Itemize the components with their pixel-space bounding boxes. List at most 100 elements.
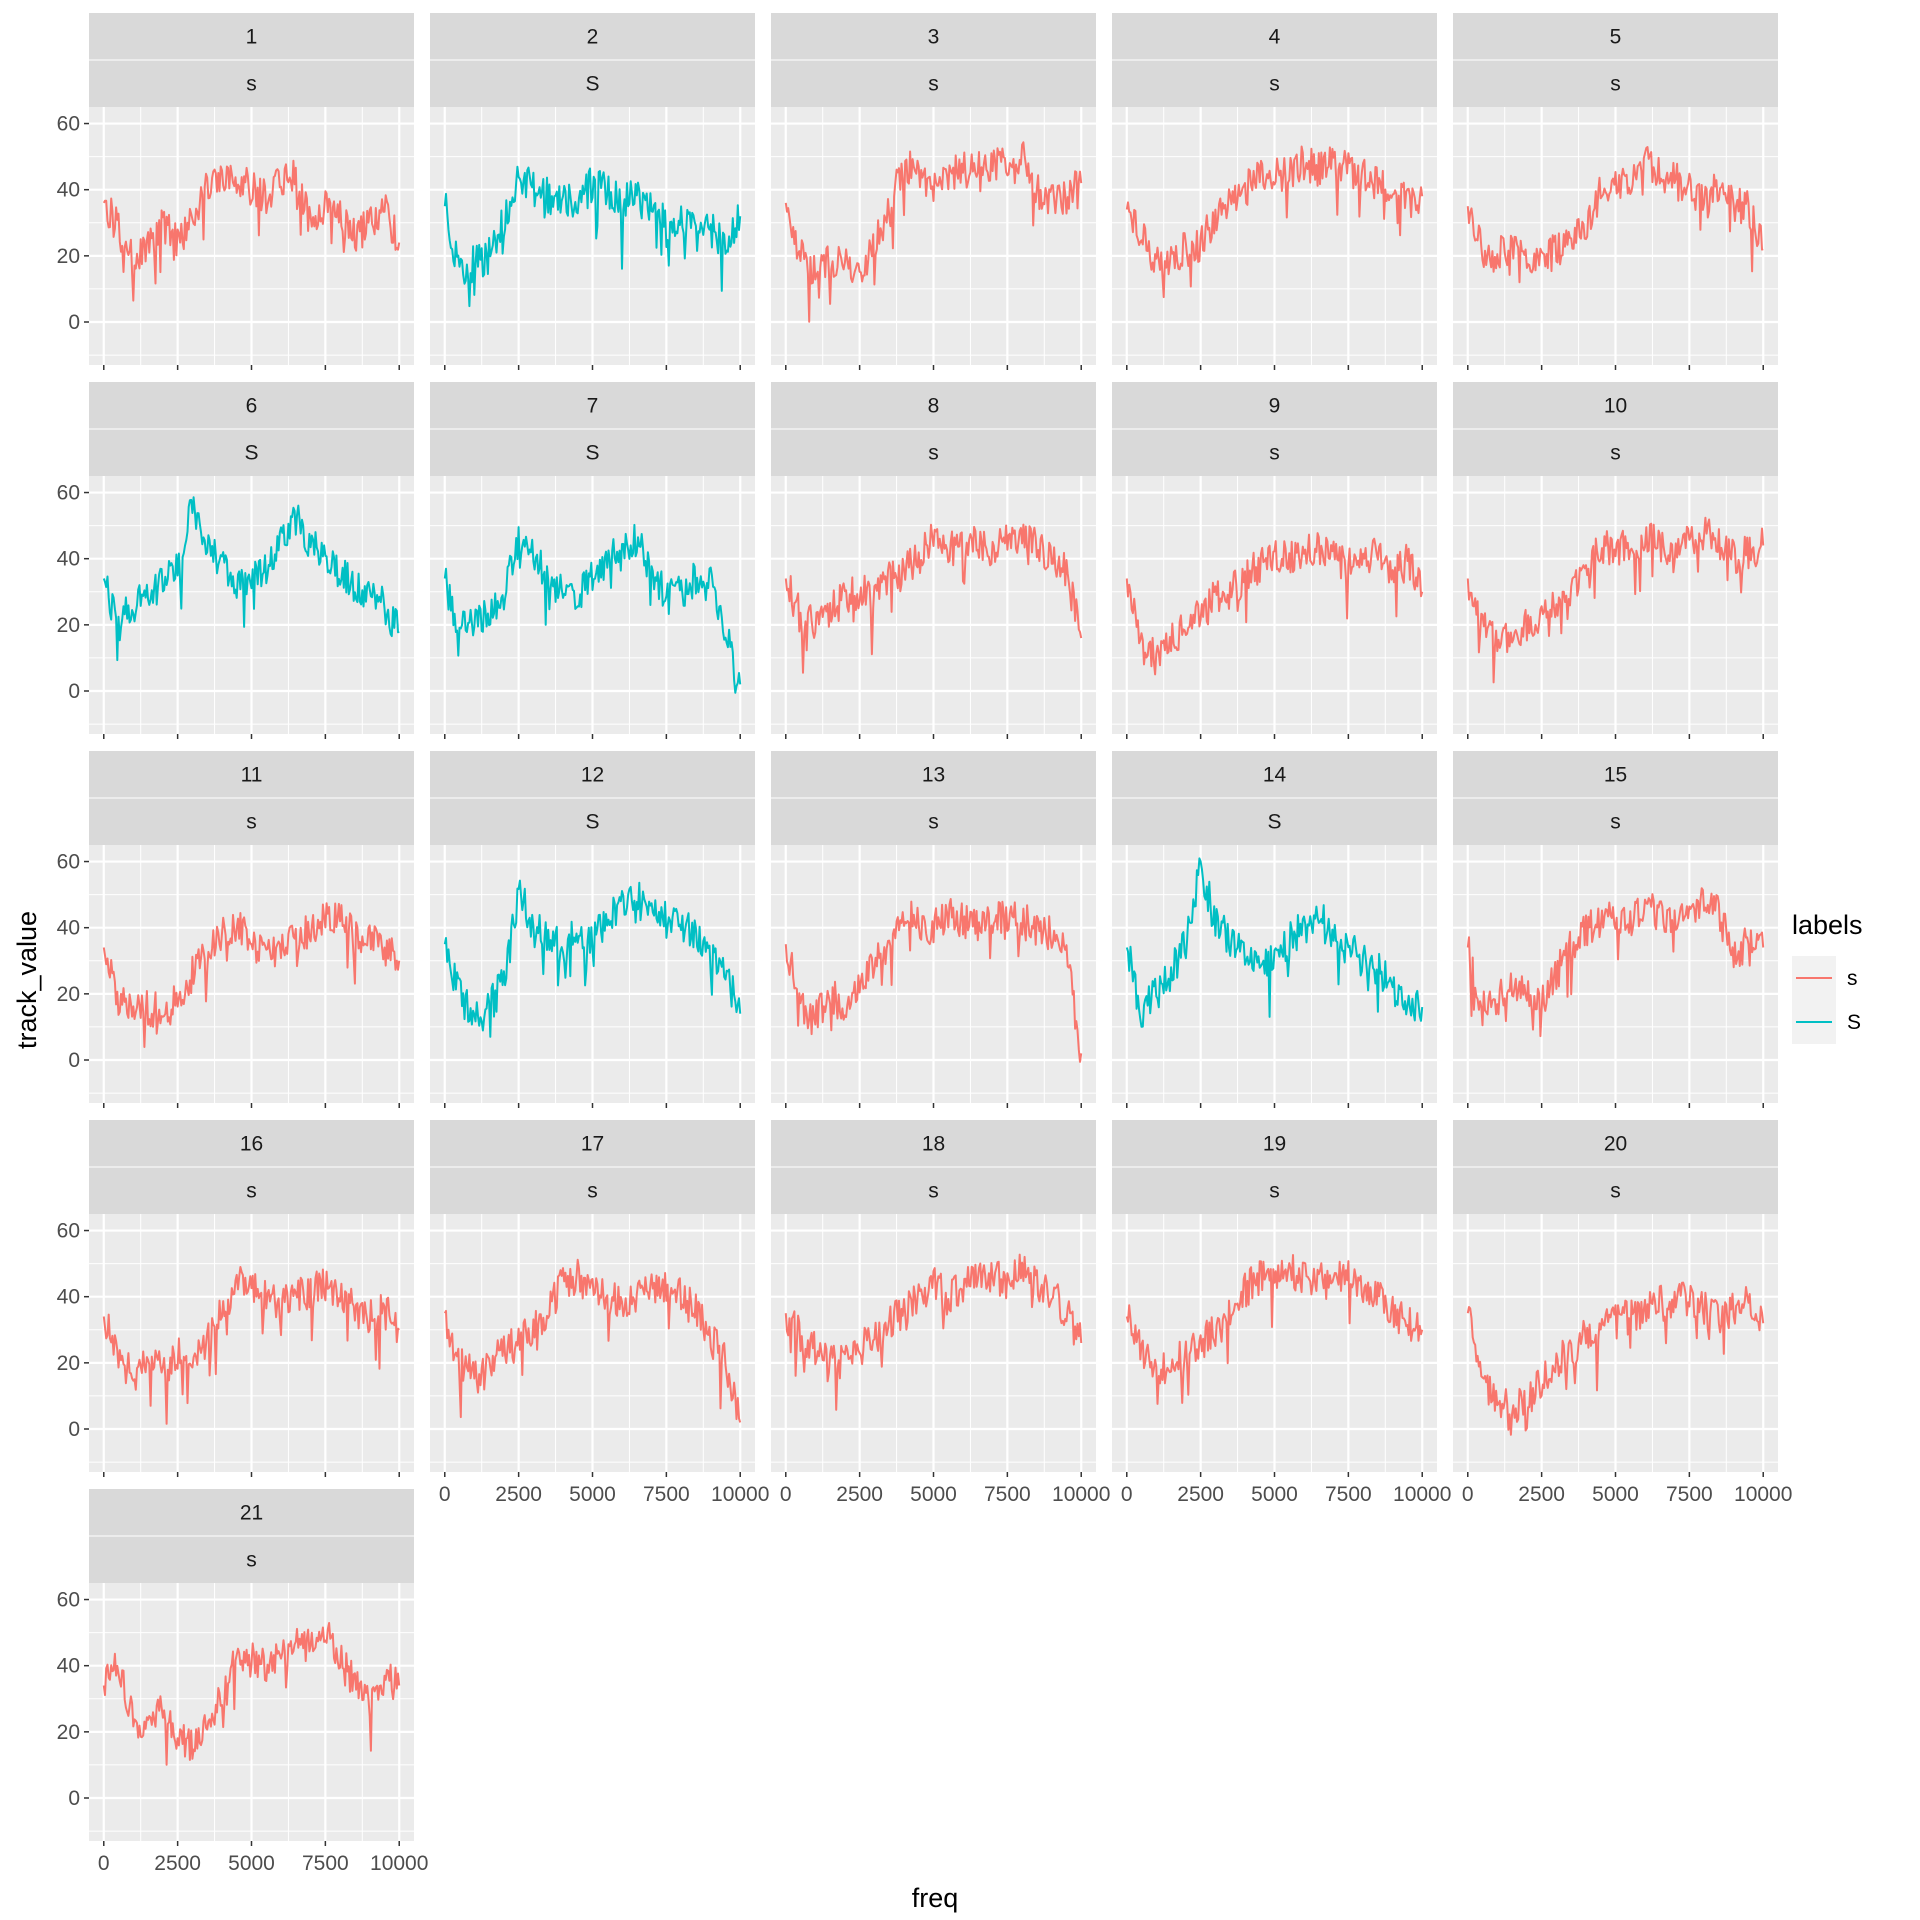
facet-label-text: s [928, 73, 939, 96]
legend-label: S [1847, 1011, 1861, 1034]
facet-id-text: 10 [1604, 395, 1627, 418]
facet-label-text: s [1269, 442, 1280, 465]
facet-strip-label [1453, 798, 1778, 845]
x-tick-label: 0 [1462, 1483, 1474, 1506]
facet-id-text: 16 [240, 1133, 263, 1156]
x-tick-label: 10000 [1393, 1483, 1451, 1506]
x-tick-label: 5000 [1251, 1483, 1298, 1506]
series-line-13 [784, 898, 1083, 1063]
y-tick-label: 20 [57, 1721, 80, 1744]
facet-id-text: 8 [928, 395, 940, 418]
facet-panel-10: 10 s [1453, 382, 1778, 739]
y-tick-label: 40 [57, 548, 80, 571]
facet-panel-7: 7S [430, 382, 755, 739]
facet-strip-id [1112, 751, 1437, 798]
facet-strip-id [1453, 382, 1778, 429]
facet-strip-label [430, 429, 755, 476]
facet-panel-9: 9s [1112, 382, 1437, 739]
facet-id-text: 19 [1263, 1133, 1286, 1156]
facet-strip-label [1453, 60, 1778, 107]
x-tick-label: 7500 [302, 1852, 349, 1875]
facet-id-text: 1 [246, 26, 258, 49]
facet-panel-18: 18 s 0 2500 5000 7500 10000 [771, 1120, 1110, 1506]
x-tick-label: 7500 [643, 1483, 690, 1506]
x-tick-label: 7500 [1666, 1483, 1713, 1506]
facet-strip-label [1112, 429, 1437, 476]
facet-strip-label [1453, 1167, 1778, 1214]
x-tick-label: 5000 [1592, 1483, 1639, 1506]
facet-panel-4: 4s [1112, 13, 1437, 370]
series-line-6 [102, 496, 400, 662]
series-line-10 [1466, 516, 1765, 684]
y-tick-label: 60 [57, 113, 80, 136]
facet-strip-label [771, 1167, 1096, 1214]
facet-id-text: 4 [1269, 26, 1281, 49]
facet-strip-id [430, 751, 755, 798]
facet-strip-id [89, 1489, 414, 1536]
y-tick-label: 60 [57, 1589, 80, 1612]
facet-panel-1: 1 s 0 20 40 60 [57, 13, 414, 370]
facet-strip-id [771, 1120, 1096, 1167]
facet-strip-label [89, 60, 414, 107]
y-tick-label: 0 [68, 680, 80, 703]
facet-panel-5: 5s [1453, 13, 1778, 370]
facet-id-text: 11 [241, 764, 263, 787]
facet-id-text: 14 [1263, 764, 1287, 787]
y-axis-title: track_value [12, 911, 42, 1049]
facet-label-text: s [246, 1180, 257, 1203]
x-tick-label: 5000 [569, 1483, 616, 1506]
y-tick-label: 40 [57, 1655, 80, 1678]
x-tick-label: 0 [439, 1483, 451, 1506]
facet-panel-6: 6 S 0 20 40 60 [57, 382, 414, 739]
facet-panel-8: 8s [771, 382, 1096, 739]
y-tick-label: 0 [68, 1787, 80, 1810]
facet-panel-16: 16 s 0 20 40 60 [57, 1120, 414, 1477]
facet-strip-id [1112, 382, 1437, 429]
series-line-3 [784, 141, 1083, 323]
y-tick-label: 0 [68, 1049, 80, 1072]
facet-strip-label [89, 1536, 414, 1583]
legend: labels sS [1792, 910, 1863, 1044]
facet-strip-id [1453, 13, 1778, 60]
facet-id-text: 3 [928, 26, 940, 49]
facet-panel-19: 19 s 0 2500 5000 7500 10000 [1112, 1120, 1451, 1506]
series-line-16 [102, 1266, 400, 1425]
facet-strip-id [89, 1120, 414, 1167]
facet-id-text: 5 [1610, 26, 1622, 49]
facet-strip-label [430, 60, 755, 107]
facet-panel-2: 2S [430, 13, 755, 370]
x-tick-label: 0 [780, 1483, 792, 1506]
legend-title: labels [1792, 910, 1863, 940]
facet-strip-id [1453, 1120, 1778, 1167]
facet-strip-label [1112, 1167, 1437, 1214]
y-tick-label: 20 [57, 614, 80, 637]
series-line-20 [1466, 1281, 1765, 1436]
facet-label-text: s [1610, 811, 1621, 834]
facet-id-text: 15 [1604, 764, 1627, 787]
facet-label-text: s [1610, 442, 1621, 465]
facet-id-text: 20 [1604, 1133, 1627, 1156]
facet-panel-3: 3s [771, 13, 1096, 370]
facet-label-text: s [246, 1549, 257, 1572]
facet-strip-id [771, 382, 1096, 429]
facet-label-text: s [246, 811, 257, 834]
series-line-8 [784, 523, 1083, 674]
series-line-15 [1466, 887, 1765, 1038]
facet-id-text: 2 [587, 26, 599, 49]
x-tick-label: 0 [1121, 1483, 1133, 1506]
x-tick-label: 5000 [228, 1852, 275, 1875]
series-line-18 [784, 1253, 1083, 1411]
x-tick-label: 2500 [1177, 1483, 1224, 1506]
facet-strip-label [771, 60, 1096, 107]
series-line-12 [443, 879, 742, 1038]
y-tick-label: 60 [57, 851, 80, 874]
facet-strip-id [1112, 1120, 1437, 1167]
facet-label-text: S [1267, 811, 1281, 834]
facet-id-text: 17 [581, 1133, 604, 1156]
facet-id-text: 13 [922, 764, 945, 787]
y-tick-label: 40 [57, 179, 80, 202]
facet-strip-label [430, 1167, 755, 1214]
facet-strip-id [430, 382, 755, 429]
facet-label-text: s [1610, 1180, 1621, 1203]
facet-strip-label [89, 429, 414, 476]
